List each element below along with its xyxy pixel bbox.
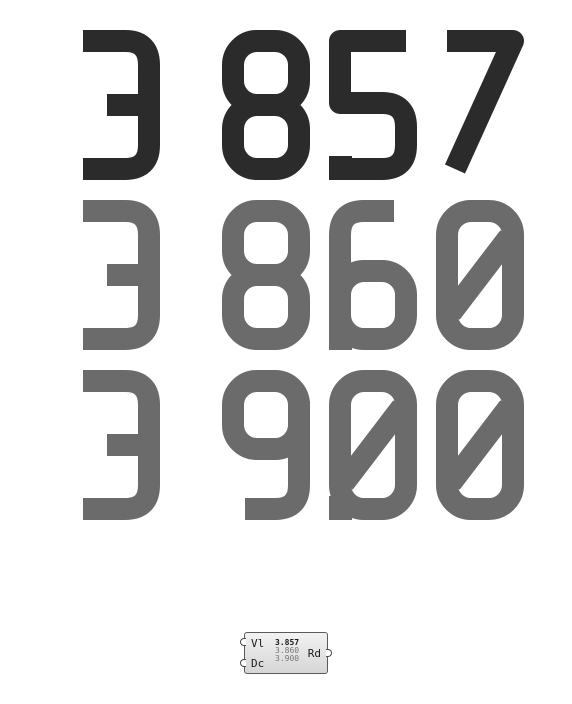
round-component[interactable]: Vl Dc Rd 3.857 3.860 3.900 (240, 632, 332, 674)
digit-zero (436, 370, 524, 520)
component-preview: 3.857 3.860 3.900 (275, 639, 305, 663)
digit-three (83, 30, 160, 180)
big-number-value-2 (83, 200, 524, 350)
digit-eight (222, 30, 310, 180)
big-number-value-1 (83, 30, 524, 180)
digit-six (329, 200, 417, 350)
preview-line-1: 3.857 (275, 638, 300, 647)
input-grip-dc[interactable] (240, 659, 246, 667)
input-grip-vl[interactable] (240, 638, 246, 646)
digit-seven (444, 30, 524, 174)
digit-zero (329, 370, 417, 520)
digit-zero (436, 200, 524, 350)
output-grip-rd[interactable] (326, 649, 332, 657)
output-label-rd[interactable]: Rd (307, 647, 321, 660)
preview-line-2: 3.860 (275, 646, 300, 655)
input-label-vl[interactable]: Vl (251, 637, 265, 650)
preview-line-3: 3.900 (275, 654, 300, 663)
digit-nine (222, 370, 310, 520)
digit-eight (222, 200, 310, 350)
digit-three (83, 370, 160, 520)
input-label-dc[interactable]: Dc (251, 657, 265, 670)
digit-three (83, 200, 160, 350)
digit-five (329, 30, 417, 180)
big-number-value-3 (83, 370, 524, 520)
